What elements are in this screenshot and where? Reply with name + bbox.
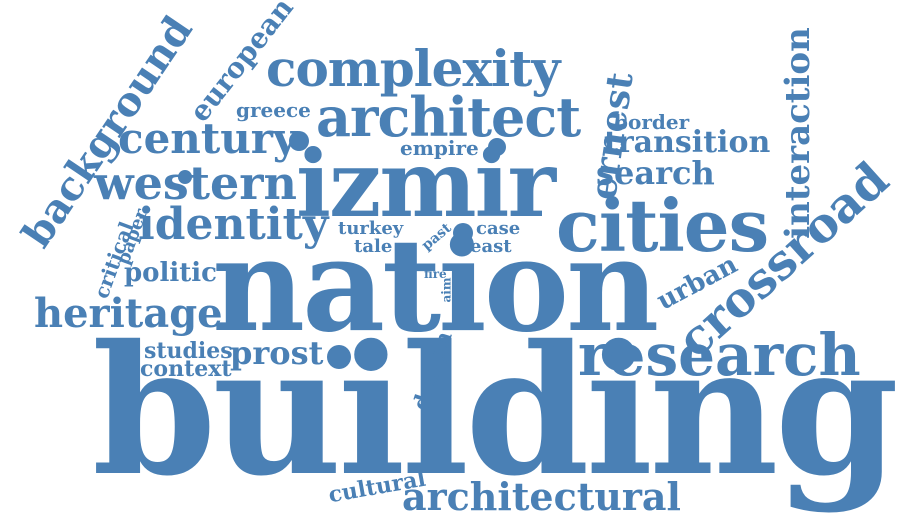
word-politic: politic	[124, 258, 217, 288]
word-interaction: interaction	[777, 27, 818, 239]
word-western: western	[94, 156, 297, 210]
word-studies: studies	[144, 338, 233, 364]
word-building: building	[92, 306, 899, 515]
word-fire: fire	[424, 267, 447, 281]
word-cities: cities	[556, 183, 769, 268]
word-context: context	[140, 356, 232, 382]
word-architectural: architectural	[402, 474, 681, 518]
word-nation: nation	[212, 211, 659, 361]
word-architect: architect	[316, 85, 581, 149]
word-tale: tale	[354, 236, 393, 257]
word-izmir: izmir	[296, 130, 556, 238]
word-search: search	[596, 154, 715, 192]
word-empire: empire	[400, 136, 479, 160]
word-complexity: complexity	[266, 39, 560, 98]
dot-marker	[327, 345, 351, 369]
word-century: century	[118, 114, 298, 163]
word-identity: identity	[138, 199, 329, 250]
dot-marker	[488, 138, 506, 156]
word-east: east	[470, 236, 512, 257]
word-transition: transition	[604, 125, 771, 160]
dot-marker	[453, 223, 473, 243]
word-border: border	[614, 110, 690, 134]
word-greece: greece	[236, 98, 311, 122]
dot-marker	[178, 170, 192, 184]
word-research: research	[578, 321, 861, 389]
word-turkey: turkey	[338, 218, 404, 239]
word-aim: aim	[439, 277, 454, 303]
dot-marker	[289, 131, 309, 151]
word-prost: prost	[230, 334, 324, 372]
dot-marker	[548, 345, 570, 367]
word-case: case	[476, 218, 521, 239]
word-heritage: heritage	[34, 290, 223, 337]
